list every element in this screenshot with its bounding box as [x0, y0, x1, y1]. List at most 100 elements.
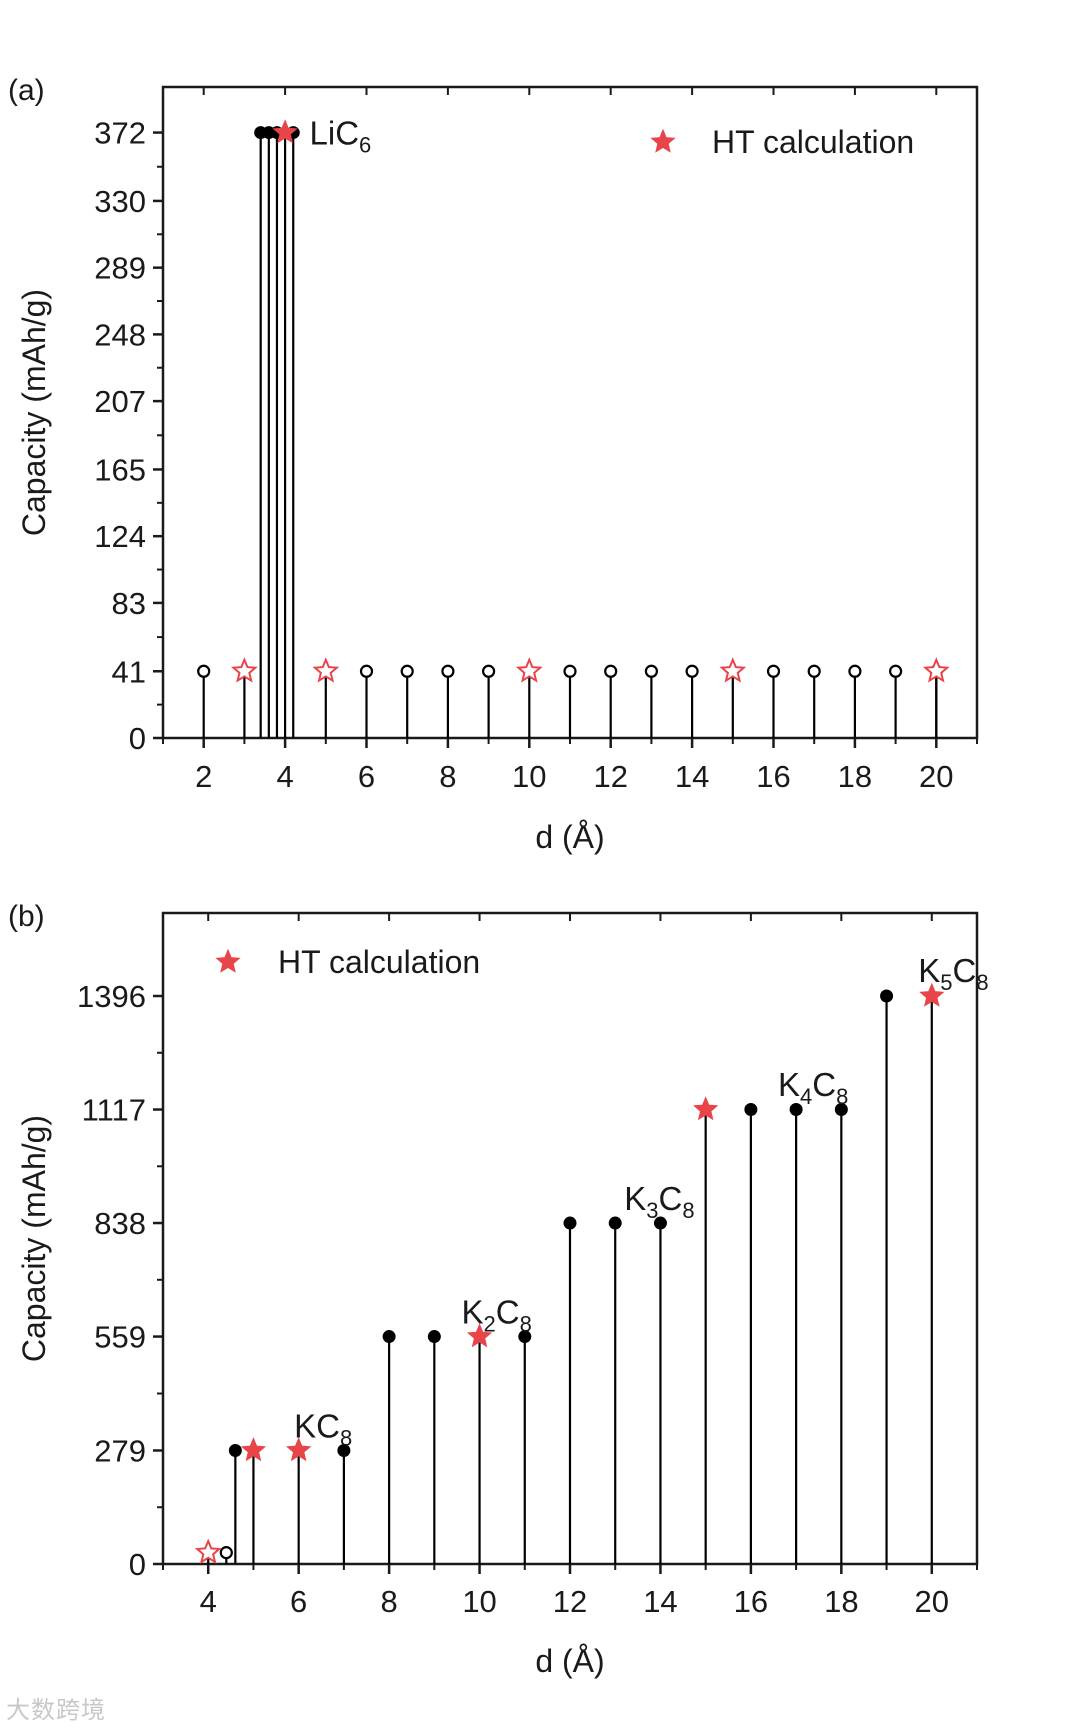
compound-subscript: 8: [976, 970, 988, 995]
x-tick-label: 18: [838, 759, 872, 794]
x-tick-label: 8: [439, 759, 456, 794]
data-point-star: [466, 1323, 493, 1348]
data-point-open: [766, 664, 781, 678]
x-tick-label: 20: [919, 759, 953, 794]
data-point-open: [400, 664, 414, 678]
panel-label: (b): [8, 900, 45, 933]
data-point-open: [219, 1546, 233, 1560]
compound-label: K4C8: [778, 1066, 848, 1109]
x-tick-label: 6: [290, 1584, 307, 1619]
legend-star-icon: [215, 948, 241, 973]
legend-label: HT calculation: [278, 944, 480, 980]
x-tick-label: 4: [200, 1584, 217, 1619]
x-tick-label: 4: [276, 759, 293, 794]
compound-text: C: [952, 952, 976, 989]
compound-label: LiC6: [310, 115, 372, 158]
y-tick-label: 1396: [77, 979, 146, 1014]
data-point-star: [272, 119, 298, 144]
data-point-star: [919, 982, 945, 1007]
data-point-open: [685, 664, 699, 678]
y-tick-label: 41: [112, 654, 146, 689]
compound-subscript: 5: [940, 970, 952, 995]
compound-subscript: 2: [483, 1312, 495, 1337]
data-point-open: [359, 664, 374, 678]
data-point-open: [441, 664, 455, 678]
compound-subscript: 3: [646, 1198, 658, 1223]
compound-label: K5C8: [918, 952, 988, 995]
data-point-open: [563, 664, 577, 678]
panel-a: 2 4 6 8 10 12 14 16 18 20 0 41 83 124 165 207 248 289 330 3…: [8, 74, 979, 855]
y-tick-label: 1117: [82, 1093, 146, 1128]
data-point-star: [693, 1096, 719, 1121]
compound-label: KC8: [294, 1408, 352, 1451]
y-tick-label: 165: [94, 452, 146, 487]
y-tick-label: 207: [94, 384, 146, 419]
compound-subscript: 8: [682, 1198, 694, 1223]
compound-subscript: 4: [800, 1084, 812, 1109]
x-tick-label: 14: [643, 1584, 677, 1619]
compound-label: K2C8: [461, 1294, 531, 1337]
data-point-filled: [382, 1330, 396, 1344]
x-tick-label: 16: [756, 759, 790, 794]
x-tick-label: 8: [380, 1584, 397, 1619]
compound-text: K: [778, 1066, 800, 1103]
y-tick-label: 330: [94, 184, 146, 219]
compound-subscript: 8: [836, 1084, 848, 1109]
x-tick-label: 6: [358, 759, 375, 794]
data-point-filled: [563, 1216, 577, 1230]
legend-label: HT calculation: [712, 124, 914, 160]
compound-text: C: [496, 1294, 520, 1331]
compound-text: K: [461, 1294, 483, 1331]
data-point-filled: [608, 1216, 622, 1230]
data-point-filled: [834, 1103, 848, 1117]
data-point-filled: [653, 1216, 667, 1230]
data-point-filled: [744, 1103, 758, 1117]
y-tick-label: 279: [94, 1433, 146, 1468]
y-tick-label: 0: [129, 721, 146, 756]
legend-star-icon: [650, 128, 676, 153]
x-tick-label: 14: [675, 759, 709, 794]
compound-subscript: 8: [520, 1312, 532, 1337]
x-tick-label: 16: [734, 1584, 768, 1619]
data-point-filled: [337, 1443, 351, 1457]
data-point-filled: [518, 1330, 532, 1344]
data-point-star-open: [719, 657, 747, 683]
data-point-open: [482, 664, 496, 678]
x-tick-label: 12: [593, 759, 627, 794]
data-point-open: [888, 664, 903, 678]
data-point-open: [848, 664, 862, 678]
data-point-star-open: [922, 657, 950, 683]
data-point-star: [286, 1437, 312, 1462]
compound-label: K3C8: [624, 1180, 694, 1223]
y-tick-label: 289: [94, 251, 146, 286]
data-point-filled: [427, 1330, 441, 1344]
y-tick-label: 0: [129, 1547, 146, 1582]
data-point-filled: [228, 1443, 242, 1457]
data-point-star-open: [194, 1538, 222, 1565]
x-tick-label: 20: [915, 1584, 949, 1619]
y-tick-label: 372: [94, 116, 146, 151]
y-tick-label: 248: [94, 317, 146, 352]
compound-subscript: 6: [359, 133, 371, 158]
x-tick-label: 18: [824, 1584, 858, 1619]
data-point-star-open: [230, 657, 258, 683]
data-point-open: [604, 664, 618, 678]
compound-text: K: [918, 952, 940, 989]
data-point-star: [240, 1437, 267, 1462]
y-axis-title: Capacity (mAh/g): [16, 1115, 52, 1362]
x-axis-title: d (Å): [535, 819, 604, 855]
x-tick-label: 2: [195, 759, 212, 794]
panel-label: (a): [8, 74, 45, 107]
x-tick-label: 12: [553, 1584, 587, 1619]
compound-text: K: [624, 1180, 646, 1217]
x-tick-label: 10: [462, 1584, 496, 1619]
data-point-star-open: [312, 657, 340, 683]
y-tick-label: 559: [94, 1320, 146, 1355]
data-point-filled: [880, 989, 894, 1003]
data-point-open: [644, 664, 659, 678]
x-tick-label: 10: [512, 759, 546, 794]
watermark: 大数跨境: [6, 1696, 106, 1724]
compound-text: LiC: [310, 115, 360, 152]
y-tick-label: 83: [112, 586, 146, 621]
